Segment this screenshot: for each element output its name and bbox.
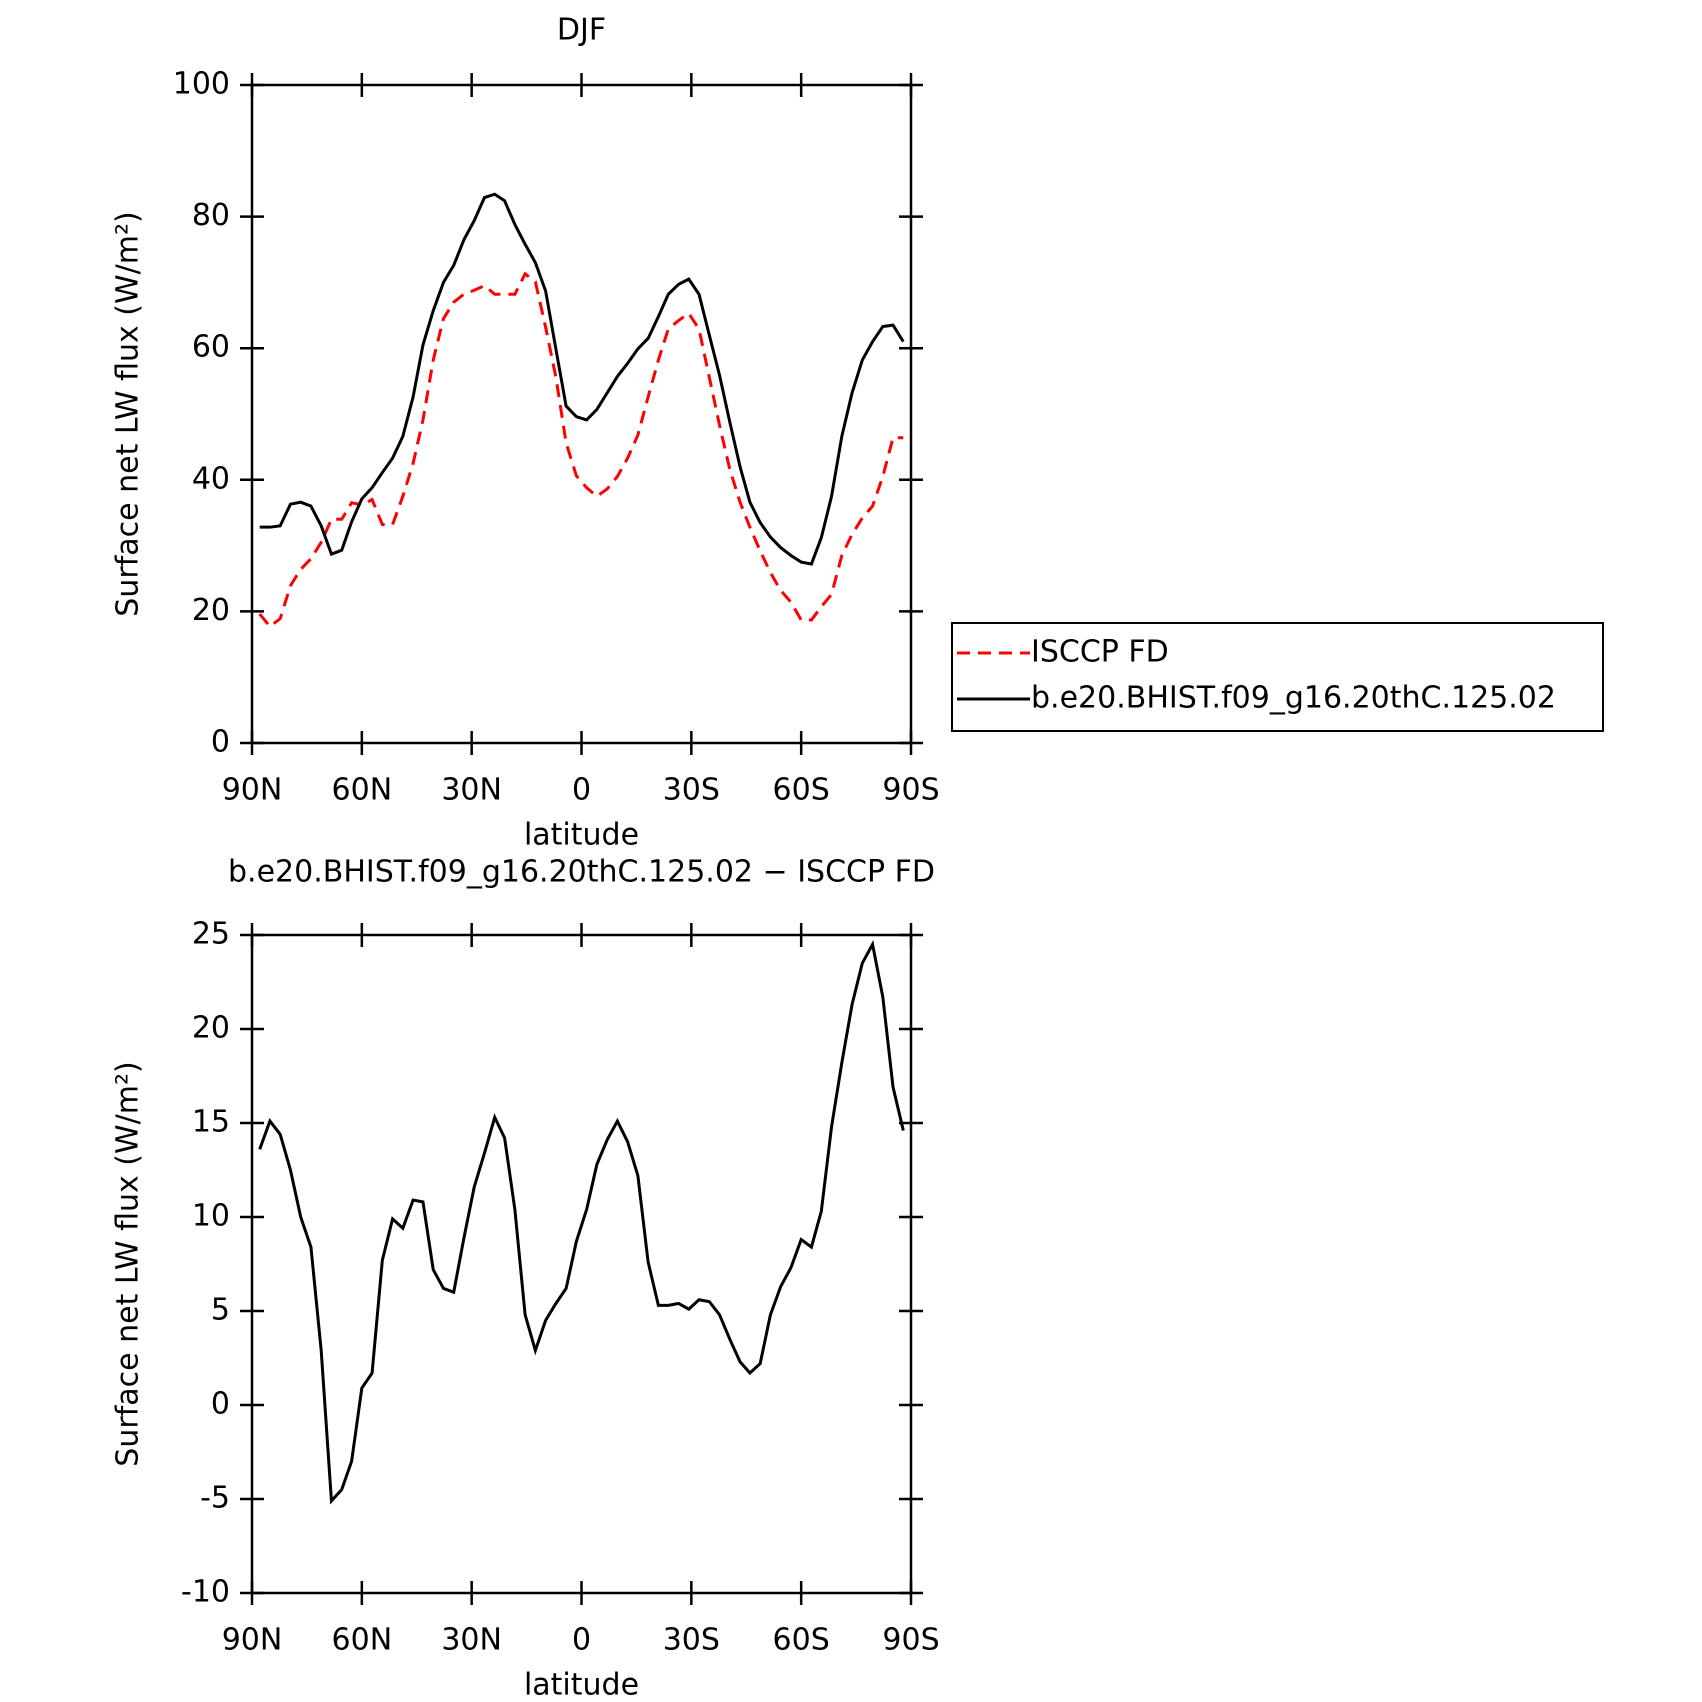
- y-tick-label: 100: [173, 67, 230, 102]
- y-tick-label: 10: [192, 1199, 230, 1234]
- x-tick-label: 30S: [663, 773, 720, 808]
- data-line: [258, 271, 904, 629]
- x-tick-label: 0: [572, 1623, 591, 1658]
- x-tick-label: 90S: [882, 1623, 939, 1658]
- plot-frame: [250, 83, 913, 745]
- legend-box: [951, 622, 1604, 732]
- chart-title: b.e20.BHIST.f09_g16.20thC.125.02 − ISCCP…: [228, 855, 935, 890]
- x-tick-label: 60N: [332, 773, 393, 808]
- legend-label: ISCCP FD: [1031, 635, 1169, 670]
- chart-title: DJF: [557, 13, 606, 48]
- y-tick-label: 80: [192, 198, 230, 233]
- data-line: [258, 940, 905, 1505]
- x-tick-label: 60S: [773, 1623, 830, 1658]
- y-tick-label: -5: [200, 1481, 230, 1516]
- x-tick-label: 0: [572, 773, 591, 808]
- legend-label: b.e20.BHIST.f09_g16.20thC.125.02: [1031, 681, 1556, 716]
- x-tick-label: 30N: [441, 1623, 502, 1658]
- y-tick-label: 60: [192, 330, 230, 365]
- x-tick-label: 30N: [441, 773, 502, 808]
- x-tick-label: 90N: [222, 1623, 283, 1658]
- y-tick-label: 5: [211, 1293, 230, 1328]
- y-tick-label: 0: [211, 1387, 230, 1422]
- y-tick-label: 0: [211, 725, 230, 760]
- x-tick-label: 60N: [332, 1623, 393, 1658]
- y-axis-label: Surface net LW flux (W/m²): [111, 1061, 146, 1466]
- x-tick-label: 90S: [882, 773, 939, 808]
- x-axis-label: latitude: [524, 1668, 639, 1702]
- y-tick-label: 25: [192, 917, 230, 952]
- x-tick-label: 30S: [663, 1623, 720, 1658]
- plot-frame: [250, 933, 913, 1595]
- y-axis-label: Surface net LW flux (W/m²): [111, 211, 146, 616]
- x-tick-label: 60S: [773, 773, 830, 808]
- y-tick-label: 20: [192, 593, 230, 628]
- y-tick-label: 40: [192, 461, 230, 496]
- y-tick-label: 15: [192, 1105, 230, 1140]
- y-tick-label: -10: [181, 1575, 230, 1610]
- x-tick-label: 90N: [222, 773, 283, 808]
- data-line: [259, 192, 905, 566]
- x-axis-label: latitude: [524, 818, 639, 853]
- y-tick-label: 20: [192, 1011, 230, 1046]
